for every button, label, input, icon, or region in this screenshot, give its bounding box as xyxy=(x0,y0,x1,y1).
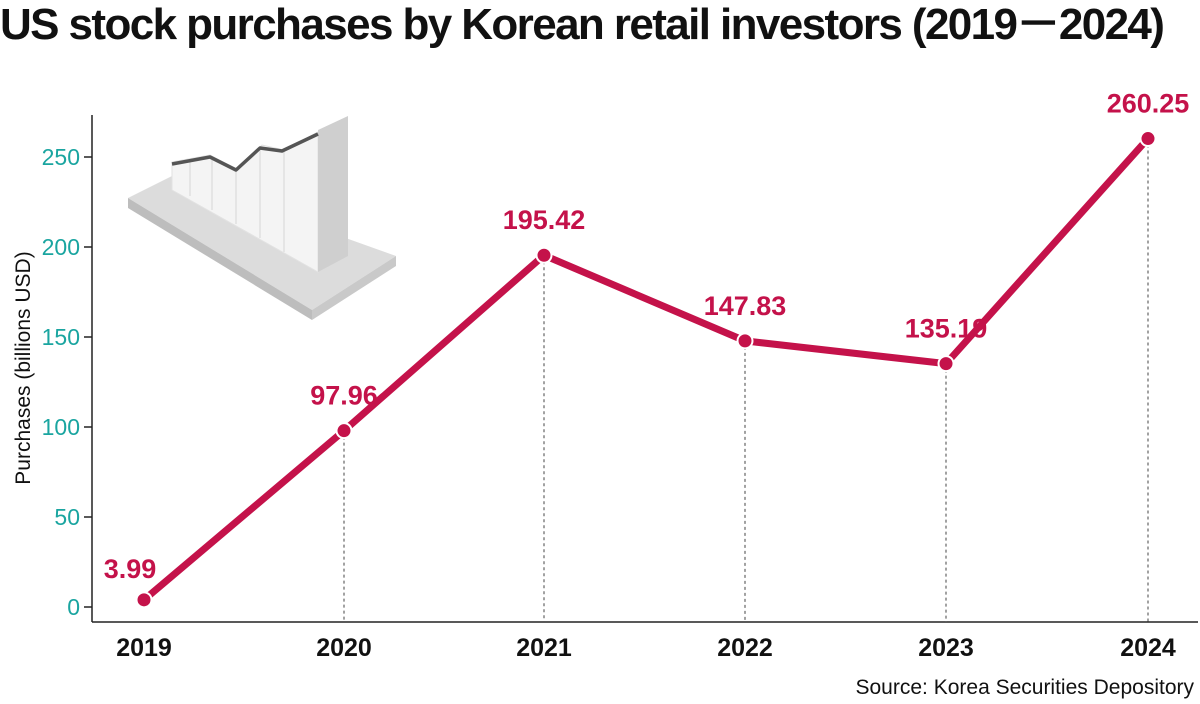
x-tick-label: 2023 xyxy=(918,634,974,662)
source-note: Source: Korea Securities Depository xyxy=(855,676,1195,699)
y-tick-label: 250 xyxy=(42,144,80,170)
chart-illustration-icon xyxy=(128,116,396,320)
x-tick-label: 2024 xyxy=(1120,634,1176,662)
data-label: 3.99 xyxy=(104,554,157,584)
series-line xyxy=(140,135,1152,604)
y-tick-label: 200 xyxy=(42,234,80,260)
data-label: 97.96 xyxy=(310,381,378,411)
y-axis-title: Purchases (billions USD) xyxy=(12,251,35,484)
y-tick-label: 150 xyxy=(42,324,80,350)
data-label: 135.19 xyxy=(905,314,988,344)
y-tick-label: 100 xyxy=(42,414,80,440)
data-point xyxy=(736,332,754,350)
data-point xyxy=(1139,130,1157,148)
data-point xyxy=(335,422,353,440)
x-tick-label: 2021 xyxy=(516,634,572,662)
data-label: 260.25 xyxy=(1107,89,1190,119)
data-label: 147.83 xyxy=(704,291,787,321)
x-tick-label: 2020 xyxy=(316,634,372,662)
data-point xyxy=(135,591,153,609)
data-point xyxy=(535,246,553,264)
data-point xyxy=(937,355,955,373)
data-label: 195.42 xyxy=(503,205,586,235)
y-tick-label: 50 xyxy=(54,504,80,530)
y-tick-label: 0 xyxy=(67,594,80,620)
x-tick-label: 2022 xyxy=(717,634,773,662)
x-tick-label: 2019 xyxy=(116,634,172,662)
chart-title: US stock purchases by Korean retail inve… xyxy=(0,0,1165,49)
